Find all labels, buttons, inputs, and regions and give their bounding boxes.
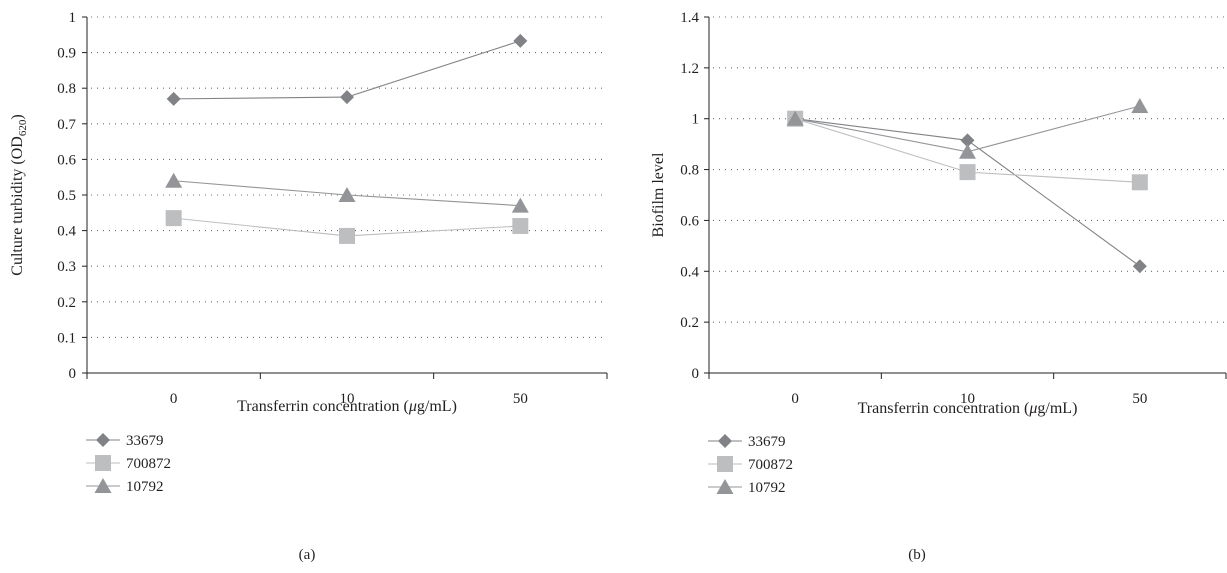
y-tick-label: 0.4 bbox=[680, 264, 699, 280]
data-point-700872 bbox=[339, 227, 355, 244]
y-tick-label: 1.2 bbox=[680, 61, 699, 77]
data-point-10792 bbox=[165, 172, 183, 188]
data-point-700872 bbox=[165, 210, 182, 227]
legend-marker-10792 bbox=[716, 479, 734, 494]
x-tick-label: 50 bbox=[513, 391, 528, 407]
x-axis-title-mu: μ bbox=[408, 398, 417, 415]
legend-marker-33679 bbox=[96, 433, 110, 447]
chart-panel-b: 0 0.2 0.4 0.6 0.8 1 1.2 1.4 0 10 50 Transferrin con… bbox=[650, 10, 1227, 563]
y-tick-label: 0.6 bbox=[57, 152, 76, 168]
legend-label-700872: 700872 bbox=[126, 456, 171, 472]
data-point-33679 bbox=[166, 91, 181, 106]
y-tick-label: 0.4 bbox=[57, 224, 76, 240]
y-axis-title: Culture turbidity (OD620) bbox=[9, 114, 29, 275]
x-tick-label: 50 bbox=[1132, 391, 1147, 407]
legend-marker-10792 bbox=[94, 478, 112, 493]
y-tick-label: 0.8 bbox=[57, 81, 76, 97]
data-point-700872 bbox=[512, 217, 529, 234]
data-point-33679 bbox=[1132, 259, 1147, 274]
y-axis-title-subscript: 620 bbox=[17, 119, 29, 136]
x-axis-title-unit: g/mL) bbox=[417, 398, 457, 415]
y-tick-label: 0.7 bbox=[57, 117, 76, 133]
x-axis-title: Transferrin concentration (μg/mL) bbox=[858, 400, 1078, 417]
data-point-10792 bbox=[338, 187, 356, 202]
panel-label: (a) bbox=[299, 547, 316, 563]
y-tick-label: 1 bbox=[69, 10, 77, 26]
y-axis-title: Biofilm level bbox=[650, 152, 667, 237]
legend-marker-700872 bbox=[717, 456, 733, 472]
x-tick-label: 10 bbox=[960, 391, 975, 407]
y-tick-label: 1.4 bbox=[680, 10, 699, 26]
data-point-33679 bbox=[960, 133, 975, 148]
legend-label-700872: 700872 bbox=[748, 457, 793, 473]
legend-label-33679: 33679 bbox=[126, 433, 164, 449]
legend-marker-33679 bbox=[718, 434, 732, 448]
data-point-10792 bbox=[959, 143, 976, 159]
x-axis-title-text: Transferrin concentration ( bbox=[237, 398, 409, 415]
legend-label-10792: 10792 bbox=[126, 479, 164, 495]
data-point-10792 bbox=[1131, 98, 1149, 113]
y-tick-label: 1 bbox=[692, 112, 700, 128]
legend-marker-700872 bbox=[95, 455, 111, 471]
y-tick-label: 0.1 bbox=[57, 330, 76, 346]
x-axis-title-mu: μ bbox=[1028, 400, 1037, 417]
y-tick-label: 0.6 bbox=[680, 213, 699, 229]
legend-label-10792: 10792 bbox=[748, 480, 786, 496]
y-tick-label: 0.2 bbox=[680, 315, 699, 331]
panel-label: (b) bbox=[908, 547, 926, 563]
y-tick-label: 0 bbox=[692, 366, 700, 382]
data-point-33679 bbox=[513, 33, 528, 48]
x-axis-title-unit: g/mL) bbox=[1037, 400, 1077, 417]
data-point-10792 bbox=[511, 197, 529, 213]
chart-panel-a: 00.10.20.30.40.50.60.70.80.910 10 50Transf… bbox=[9, 10, 608, 563]
x-axis-title-text: Transferrin concentration ( bbox=[858, 400, 1030, 417]
y-tick-label: 0.5 bbox=[57, 188, 76, 204]
y-axis-title-close: ) bbox=[9, 114, 26, 119]
x-tick-label: 10 bbox=[340, 391, 355, 407]
y-tick-label: 0.2 bbox=[57, 295, 76, 311]
y-axis-title-text: Biofilm level bbox=[650, 152, 667, 237]
y-tick-label: 0.3 bbox=[57, 259, 76, 275]
x-axis-title: Transferrin concentration (μg/mL) bbox=[237, 398, 457, 415]
data-point-33679 bbox=[340, 90, 354, 105]
legend-label-33679: 33679 bbox=[748, 434, 786, 450]
y-tick-label: 0.8 bbox=[680, 163, 699, 179]
x-tick-label: 0 bbox=[791, 391, 799, 407]
data-point-700872 bbox=[1131, 174, 1148, 191]
y-tick-label: 0.9 bbox=[57, 46, 76, 62]
data-point-700872 bbox=[959, 164, 976, 181]
y-tick-label: 0 bbox=[69, 366, 77, 382]
y-axis-title-text: Culture turbidity (OD bbox=[9, 136, 26, 276]
data-point-10792 bbox=[786, 110, 804, 126]
x-tick-label: 0 bbox=[170, 391, 178, 407]
